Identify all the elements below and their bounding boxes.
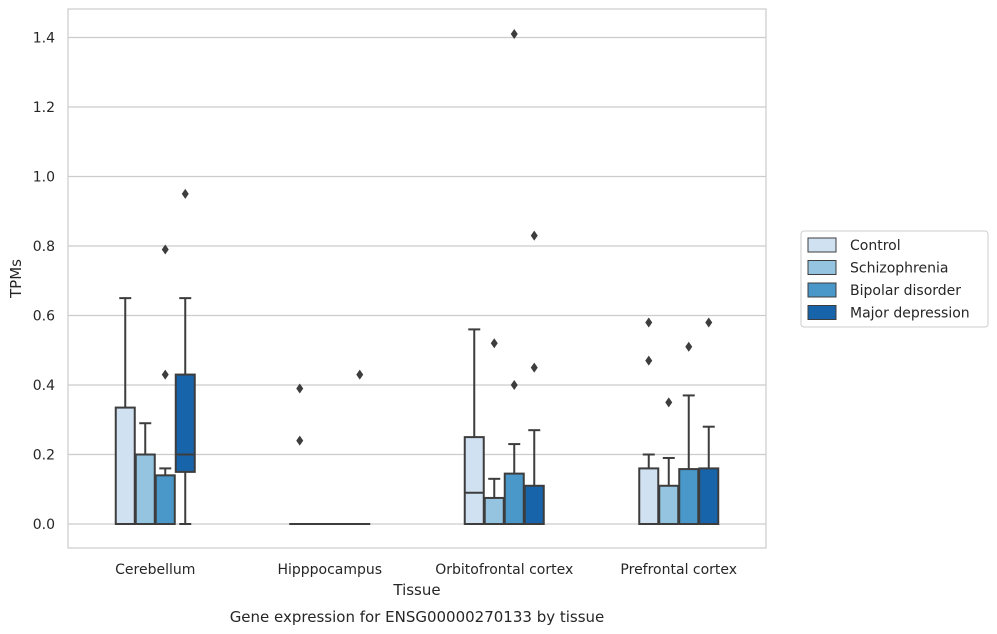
outlier-point (530, 362, 538, 373)
legend-label: Control (850, 238, 901, 254)
box (638, 467, 660, 525)
outlier-point (530, 230, 538, 241)
y-tick-label: 1.4 (33, 31, 55, 47)
box-group (349, 369, 371, 526)
box (483, 496, 505, 525)
box (678, 468, 700, 525)
y-tick-label: 0.2 (33, 448, 55, 464)
outlier-point (510, 380, 518, 390)
legend-swatch (807, 237, 837, 253)
outlier-point (685, 341, 693, 352)
box (174, 373, 196, 473)
box-group (658, 397, 680, 525)
box-group (678, 341, 700, 525)
box-group (114, 297, 136, 525)
box (114, 406, 136, 525)
outlier-point (665, 397, 673, 408)
legend-swatch (807, 305, 837, 320)
y-tick-labels: 0.0 0.2 0.4 0.6 0.8 1.0 1.2 1.4 (33, 31, 55, 534)
box-group (134, 422, 156, 525)
outlier-point (705, 317, 713, 328)
legend: Control Schizophrenia Bipolar disorder Majo… (800, 230, 989, 328)
plot-frame (67, 8, 767, 549)
y-tick-label: 0.0 (33, 517, 55, 533)
outlier-point (645, 317, 653, 328)
y-axis-label: TPMs (7, 259, 25, 299)
outlier-point (181, 188, 189, 199)
y-tick-label: 1.2 (33, 100, 55, 116)
legend-label: Bipolar disorder (850, 283, 961, 299)
legend-label: Major depression (850, 306, 970, 322)
x-tick-label: Hipppocampus (277, 562, 382, 578)
box (698, 467, 720, 525)
box (503, 472, 525, 525)
outlier-point (296, 383, 304, 394)
outlier-point (490, 338, 498, 349)
box-group (638, 317, 660, 525)
legend-frame (800, 230, 989, 328)
y-tick-label: 0.4 (33, 378, 55, 394)
legend-swatch (807, 282, 837, 298)
box-group (463, 328, 485, 525)
box-group (174, 188, 196, 525)
box-group (698, 317, 720, 525)
x-tick-label: Prefrontal cortex (620, 562, 737, 578)
box (463, 436, 485, 525)
outlier-point (356, 369, 364, 380)
box (523, 484, 545, 525)
box-group (154, 244, 176, 526)
legend-label: Schizophrenia (850, 261, 948, 277)
box-groups (114, 29, 720, 526)
box-group (483, 338, 505, 525)
box-group (289, 383, 311, 526)
outlier-point (510, 29, 518, 40)
x-tick-labels: Cerebellum Hipppocampus Orbitofrontal cort… (115, 562, 737, 578)
gridlines (68, 36, 766, 525)
box (134, 453, 156, 525)
legend-swatch (807, 260, 837, 275)
box (154, 474, 176, 526)
x-tick-label: Orbitofrontal cortex (435, 562, 573, 578)
x-tick-label: Cerebellum (115, 562, 195, 578)
box-group (523, 230, 545, 525)
box-group (503, 29, 525, 525)
y-tick-label: 0.8 (33, 239, 55, 255)
outlier-point (161, 244, 169, 255)
outlier-point (645, 355, 653, 366)
y-tick-label: 0.6 (33, 309, 55, 325)
outlier-point (161, 369, 169, 380)
outlier-point (296, 435, 304, 446)
y-tick-label: 1.0 (33, 170, 55, 186)
box (658, 484, 680, 525)
chart-caption: Gene expression for ENSG00000270133 by t… (230, 608, 605, 626)
x-axis-label: Tissue (392, 581, 440, 599)
